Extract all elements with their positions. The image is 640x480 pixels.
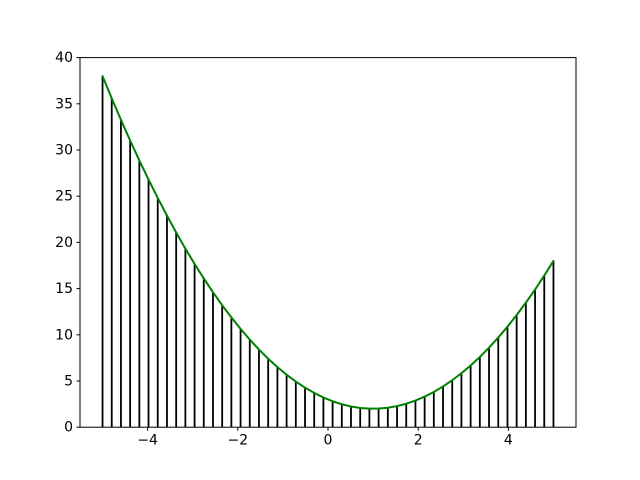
y-tick-label: 5 (64, 374, 73, 390)
axes-background (80, 57, 576, 428)
y-tick-label: 40 (55, 50, 73, 66)
y-tick-label: 35 (55, 96, 73, 112)
y-tick-label: 30 (55, 143, 73, 159)
y-tick-label: 10 (55, 327, 73, 343)
x-tick-label: 0 (324, 433, 333, 449)
y-tick-label: 15 (55, 281, 73, 297)
x-tick-label: 4 (504, 433, 513, 449)
x-tick-label: 2 (414, 433, 423, 449)
y-tick-label: 0 (64, 420, 73, 436)
y-tick-label: 25 (55, 189, 73, 205)
x-tick-label: −2 (227, 433, 248, 449)
x-tick-label: −4 (137, 433, 158, 449)
function-curve (101, 75, 555, 410)
y-tick-label: 20 (55, 235, 73, 251)
